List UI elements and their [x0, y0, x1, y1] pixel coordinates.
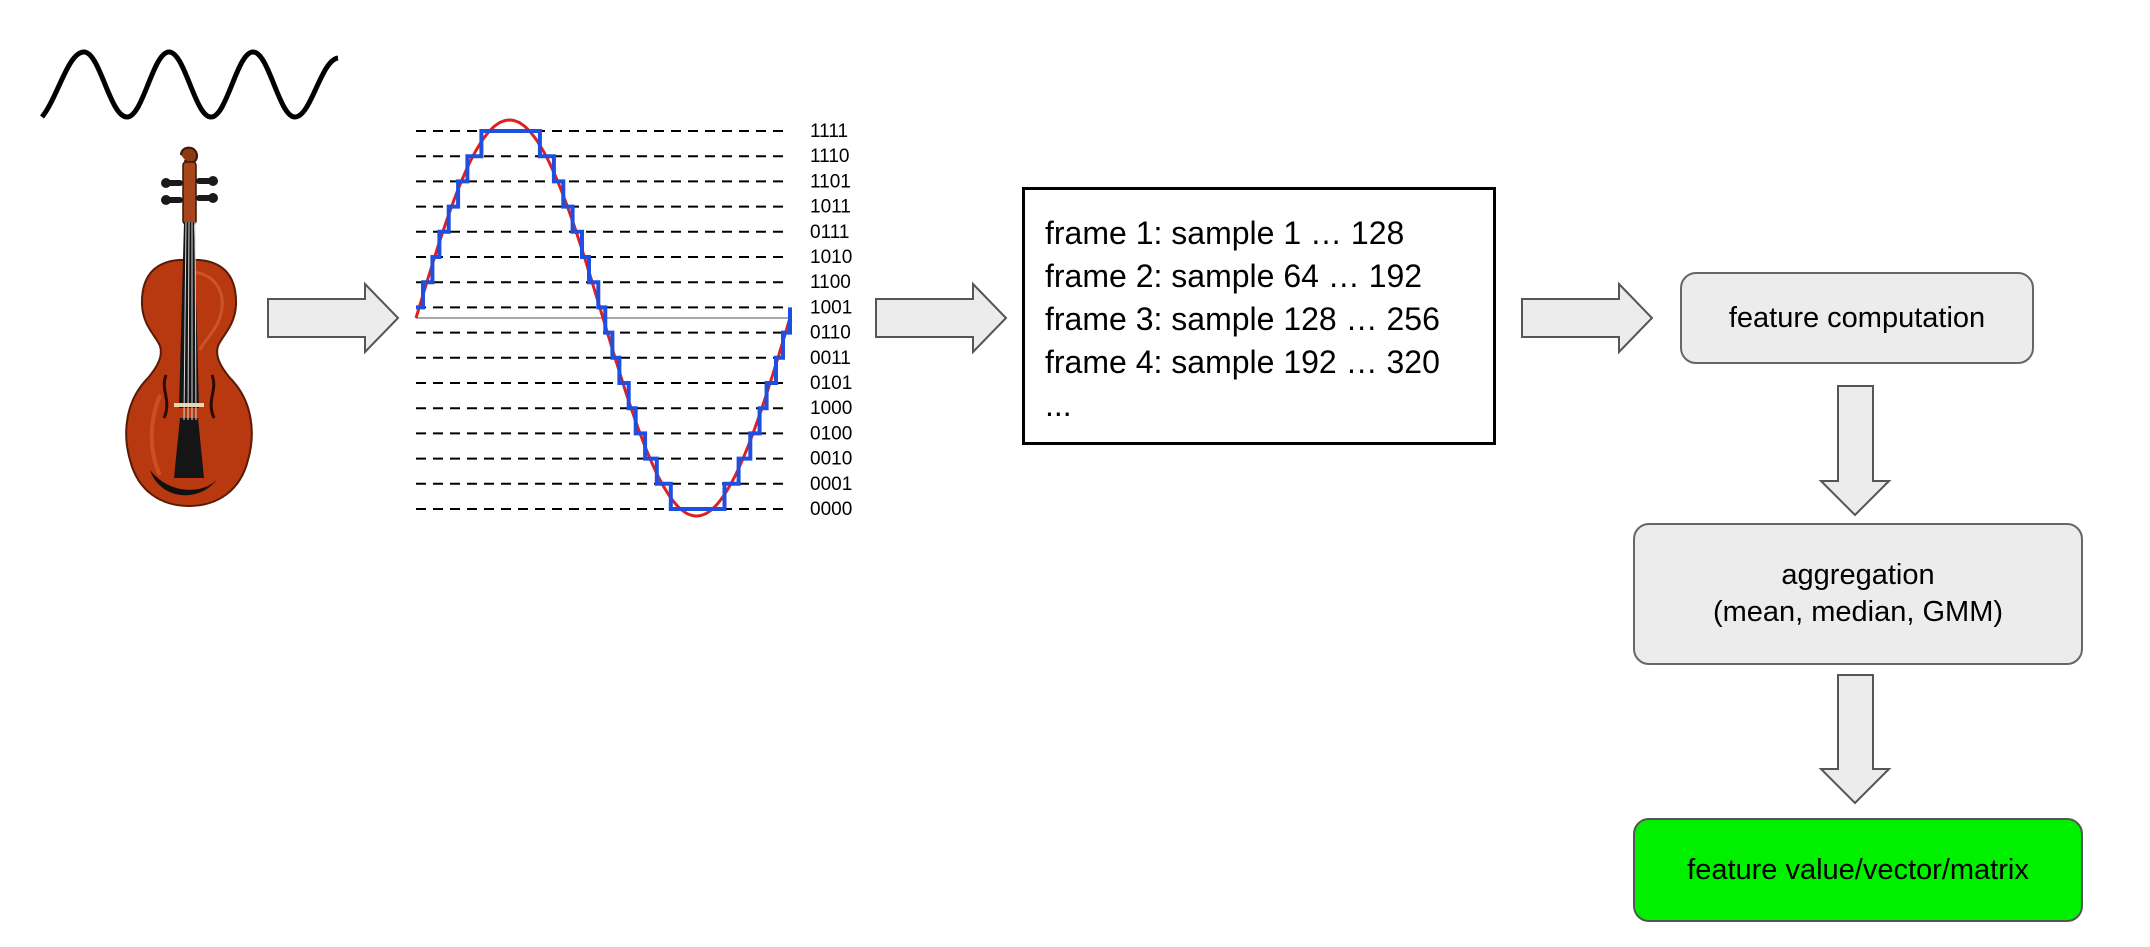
quantization-level-label: 0010	[810, 449, 852, 470]
feature-output-box: feature value/vector/matrix	[1633, 818, 2083, 922]
quantization-level-label: 0011	[810, 348, 851, 369]
quantization-level-label: 0110	[810, 323, 851, 344]
quantization-level-label: 0001	[810, 474, 852, 495]
quantization-level-label: 1100	[810, 272, 851, 293]
feature-computation-box: feature computation	[1680, 272, 2034, 364]
quantization-level-label: 1101	[810, 171, 851, 192]
analog-signal-curve	[414, 118, 792, 518]
frame-line: frame 1: sample 1 … 128	[1045, 215, 1405, 251]
arrow-violin-to-quantization	[267, 281, 400, 355]
quantization-level-label: 1011	[810, 197, 851, 218]
quantization-level-label: 0100	[810, 423, 852, 444]
feature-computation-label: feature computation	[1728, 301, 1986, 334]
frame-line: frame 4: sample 192 … 320	[1045, 344, 1440, 380]
quantization-level-label: 1001	[810, 297, 852, 318]
aggregation-title: aggregation	[1781, 559, 1935, 591]
arrow-aggregation-to-output	[1818, 674, 1892, 805]
sound-wave-icon	[39, 49, 339, 120]
frame-line: frame 3: sample 128 … 256	[1045, 301, 1440, 337]
frame-line-ellipsis: ...	[1045, 387, 1072, 423]
frames-box: frame 1: sample 1 … 128 frame 2: sample …	[1022, 187, 1496, 445]
quantization-level-label: 0101	[810, 373, 852, 394]
frame-line: frame 2: sample 64 … 192	[1045, 258, 1423, 294]
feature-output-label: feature value/vector/matrix	[1687, 853, 2029, 886]
violin-icon	[125, 146, 253, 508]
quantization-level-label: 1110	[810, 146, 849, 167]
aggregation-methods: (mean, median, GMM)	[1712, 596, 2004, 628]
quantization-level-label: 1000	[810, 398, 852, 419]
arrow-features-to-aggregation	[1818, 385, 1892, 517]
aggregation-box: aggregation (mean, median, GMM)	[1633, 523, 2083, 665]
quantization-level-label: 1111	[810, 121, 848, 142]
arrow-frames-to-features	[1521, 281, 1654, 355]
arrow-quantization-to-frames	[875, 281, 1008, 355]
quantization-level-label: 0111	[810, 222, 849, 243]
quantization-level-label: 1010	[810, 247, 852, 268]
quantized-signal-staircase	[416, 129, 792, 511]
quantization-chart: 1111 1110 1101 1011 0111 1010 1100 1001 0110 0011…	[414, 118, 852, 520]
quantization-level-label: 0000	[810, 499, 852, 520]
